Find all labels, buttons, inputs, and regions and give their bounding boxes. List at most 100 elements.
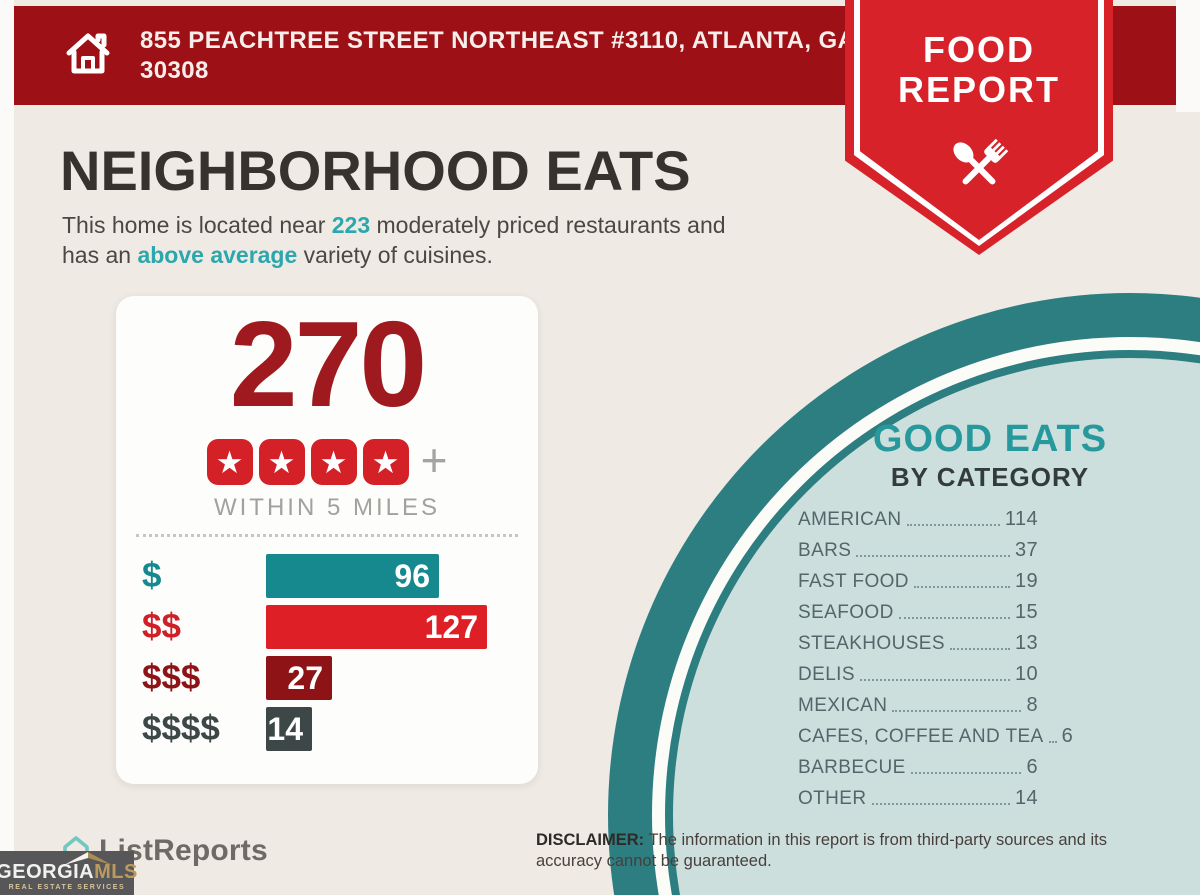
star-icon: ★ xyxy=(258,439,305,485)
mls-tagline: REAL ESTATE SERVICES xyxy=(8,883,126,891)
category-row: MEXICAN 8 xyxy=(798,689,1038,720)
price-bar-row: $$$ 27 xyxy=(116,656,538,700)
badge-title-line1: FOOD xyxy=(923,29,1035,70)
page-border-right xyxy=(1176,0,1200,112)
star-icon: ★ xyxy=(310,439,357,485)
mls-wordmark: GEORGIA MLS xyxy=(0,862,138,882)
category-row: SEAFOOD 15 xyxy=(798,596,1038,627)
category-row: DELIS 10 xyxy=(798,658,1038,689)
page-border-left xyxy=(0,0,14,895)
price-bar-value: 96 xyxy=(394,557,430,594)
category-label: BARS xyxy=(798,540,852,561)
category-row: CAFES, COFFEE AND TEA 6 xyxy=(798,720,1073,751)
dotted-leader xyxy=(910,772,1022,774)
category-count: 8 xyxy=(1026,694,1038,716)
restaurant-count-highlight: 223 xyxy=(331,212,371,238)
category-count: 6 xyxy=(1061,725,1074,747)
price-bar-row: $$ 127 xyxy=(116,605,538,649)
dotted-leader xyxy=(856,555,1010,557)
mls-wordmark-mls: MLS xyxy=(94,860,138,883)
disclaimer-label: DISCLAIMER: xyxy=(536,831,645,849)
price-tier-label: $$$$ xyxy=(142,709,220,748)
intro-text: This home is located near 223 moderately… xyxy=(62,210,726,270)
price-bar: 96 xyxy=(266,554,439,598)
category-list: AMERICAN 114 BARS 37 FAST FOOD 19 SEAFOOD 15 STE… xyxy=(798,503,1073,813)
category-count: 19 xyxy=(1014,570,1038,592)
total-restaurant-count: 270 xyxy=(229,296,428,432)
category-label: SEAFOOD xyxy=(798,602,894,623)
roof-icon xyxy=(64,852,112,870)
dotted-leader xyxy=(859,679,1010,681)
above-average-highlight: above average xyxy=(137,242,298,268)
radius-caption: WITHIN 5 MILES xyxy=(213,494,441,521)
price-tier-label: $$ xyxy=(142,607,181,646)
address-line1: 855 PEACHTREE STREET NORTHEAST #3110, AT… xyxy=(140,26,856,54)
category-label: FAST FOOD xyxy=(798,571,909,592)
price-bar-row: $$$$ 14 xyxy=(116,707,538,751)
category-row: AMERICAN 114 xyxy=(798,503,1038,534)
category-count: 15 xyxy=(1014,601,1038,623)
food-report-badge: FOOD REPORT xyxy=(845,0,1113,255)
dotted-divider xyxy=(136,534,518,537)
dotted-leader xyxy=(1048,741,1057,743)
category-label: OTHER xyxy=(798,788,867,809)
category-label: AMERICAN xyxy=(798,509,902,530)
disclaimer: DISCLAIMER: The information in this repo… xyxy=(536,830,1146,872)
dotted-leader xyxy=(871,803,1010,805)
house-icon xyxy=(62,27,114,84)
intro-text-line2-pre: has an xyxy=(62,242,138,268)
disclaimer-line1: The information in this report is from t… xyxy=(644,831,1107,849)
price-bar-row: $96 xyxy=(116,554,538,598)
price-bar: 27 xyxy=(266,656,332,700)
plus-icon: + xyxy=(420,434,448,486)
category-row: OTHER 14 xyxy=(798,782,1038,813)
price-tier-label: $$$ xyxy=(142,658,201,697)
good-eats-heading: GOOD EATS BY CATEGORY xyxy=(810,418,1170,493)
category-count: 6 xyxy=(1026,756,1038,778)
category-count: 10 xyxy=(1014,663,1038,685)
intro-text-line2-post: variety of cuisines. xyxy=(297,242,493,268)
category-count: 114 xyxy=(1004,508,1038,530)
badge-content: FOOD REPORT xyxy=(845,0,1113,217)
page-title: NEIGHBORHOOD EATS xyxy=(60,139,691,202)
category-label: DELIS xyxy=(798,664,855,685)
price-bar-value: 27 xyxy=(287,659,323,696)
price-tier-label: $ xyxy=(142,556,162,595)
dotted-leader xyxy=(913,586,1010,588)
category-label: CAFES, COFFEE AND TEA xyxy=(798,726,1044,747)
georgia-mls-logo: GEORGIA MLS REAL ESTATE SERVICES xyxy=(0,851,137,895)
price-bar-value: 127 xyxy=(424,608,478,645)
category-row: BARBECUE 6 xyxy=(798,751,1038,782)
category-row: FAST FOOD 19 xyxy=(798,565,1038,596)
disclaimer-line2: accuracy cannot be guaranteed. xyxy=(536,852,772,870)
category-count: 37 xyxy=(1014,539,1038,561)
price-bar: 127 xyxy=(266,605,487,649)
property-address: 855 PEACHTREE STREET NORTHEAST #3110, AT… xyxy=(140,26,855,86)
dotted-leader xyxy=(906,524,1000,526)
dotted-leader xyxy=(898,617,1010,619)
category-row: BARS 37 xyxy=(798,534,1038,565)
category-count: 14 xyxy=(1014,787,1038,809)
restaurant-summary-card: 270 ★ ★ ★ ★ + WITHIN 5 MILES $96 $$ 127 $$$ 27 $$… xyxy=(116,296,538,784)
price-bar: 14 xyxy=(266,707,312,751)
category-label: STEAKHOUSES xyxy=(798,633,945,654)
category-label: BARBECUE xyxy=(798,757,906,778)
address-line2: 30308 xyxy=(140,56,209,84)
intro-text-mid: moderately priced restaurants and xyxy=(370,212,726,238)
category-label: MEXICAN xyxy=(798,695,888,716)
good-eats-title: GOOD EATS xyxy=(872,418,1108,460)
price-bar-value: 14 xyxy=(267,710,303,747)
dotted-leader xyxy=(892,710,1022,712)
mls-wordmark-georgia: GEORGIA xyxy=(0,860,95,883)
badge-title-line2: REPORT xyxy=(897,69,1060,110)
dotted-leader xyxy=(949,648,1010,650)
price-bars: $96 $$ 127 $$$ 27 $$$$ 14 xyxy=(116,554,538,758)
rating-stars: ★ ★ ★ ★ + xyxy=(116,434,538,486)
fork-spoon-icon xyxy=(845,124,1113,217)
intro-text-pre: This home is located near xyxy=(62,212,332,238)
star-icon: ★ xyxy=(206,439,253,485)
good-eats-subtitle: BY CATEGORY xyxy=(890,461,1090,492)
star-icon: ★ xyxy=(362,439,409,485)
category-row: STEAKHOUSES 13 xyxy=(798,627,1038,658)
